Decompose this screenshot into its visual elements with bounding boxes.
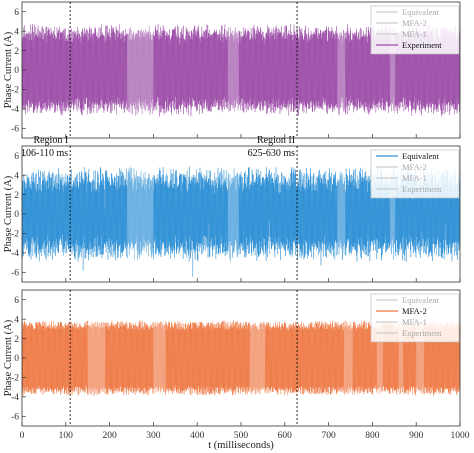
y-tick-label: -4 <box>11 249 19 259</box>
legend-entry: Experiment <box>402 184 442 194</box>
beat-band-4 <box>389 154 396 274</box>
beat-band-1 <box>87 298 106 418</box>
y-tick-label: -6 <box>11 412 19 422</box>
x-tick-label: 600 <box>278 431 293 441</box>
x-axis-label: t (milliseconds) <box>208 440 274 451</box>
y-tick-label: -6 <box>11 124 19 134</box>
waveform-equivalent <box>21 166 461 278</box>
x-tick-label: 700 <box>321 431 336 441</box>
y-tick-label: 2 <box>14 47 19 57</box>
legend-entry: MFA-2 <box>402 18 427 28</box>
y-tick-label: 0 <box>14 210 19 220</box>
region-range-2: 625-630 ms <box>248 148 296 159</box>
y-tick-label: -4 <box>11 105 19 115</box>
beat-band-6 <box>398 298 404 418</box>
legend-box <box>370 149 460 199</box>
beat-band-1 <box>127 10 154 130</box>
beat-band-1 <box>127 154 154 274</box>
beat-band-3 <box>337 154 346 274</box>
y-tick-label: 2 <box>14 191 19 201</box>
legend-box <box>370 293 460 343</box>
beat-band-3 <box>337 10 346 130</box>
legend-entry: Equivalent <box>402 151 439 161</box>
y-tick-label: 4 <box>14 27 19 37</box>
y-tick-label: -2 <box>11 374 19 384</box>
x-tick-label: 1000 <box>451 431 470 441</box>
y-tick-label: 4 <box>14 315 19 325</box>
x-tick-label: 200 <box>102 431 117 441</box>
legend-entry: Equivalent <box>402 295 439 305</box>
x-tick-label: 800 <box>365 431 380 441</box>
beat-band-7 <box>416 298 425 418</box>
y-tick-label: -6 <box>11 268 19 278</box>
legend-box <box>370 5 460 55</box>
panel-3-ylabel: Phase Current (A) <box>3 319 14 396</box>
beat-band-3 <box>249 298 266 418</box>
legend-entry: Experiment <box>402 328 442 338</box>
beat-band-4 <box>389 10 396 130</box>
beat-band-2 <box>227 10 239 130</box>
x-tick-label: 0 <box>20 431 25 441</box>
legend-entry: MFA-1 <box>402 173 427 183</box>
x-tick-label: 300 <box>146 431 161 441</box>
y-tick-label: 6 <box>14 152 19 162</box>
region-title-1: Region I <box>33 135 68 146</box>
legend-entry: MFA-1 <box>402 29 427 39</box>
x-tick-label: 900 <box>409 431 424 441</box>
y-tick-label: -2 <box>11 230 19 240</box>
legend-entry: MFA-1 <box>402 317 427 327</box>
y-tick-label: 0 <box>14 66 19 76</box>
beat-band-2 <box>153 298 166 418</box>
y-tick-label: 4 <box>14 171 19 181</box>
beat-band-5 <box>376 298 383 418</box>
x-tick-label: 400 <box>190 431 205 441</box>
x-tick-label: 100 <box>59 431 74 441</box>
y-tick-label: -2 <box>11 86 19 96</box>
waveform-experiment <box>21 23 461 117</box>
waveform-mfa-2 <box>21 320 461 396</box>
region-range-1: 106-110 ms <box>21 148 68 159</box>
beat-band-4 <box>343 298 353 418</box>
region-title-2: Region II <box>257 135 295 146</box>
legend-entry: Experiment <box>402 40 442 50</box>
legend-entry: MFA-2 <box>402 306 427 316</box>
y-tick-label: 6 <box>14 296 19 306</box>
legend-entry: Equivalent <box>402 7 439 17</box>
y-tick-label: -4 <box>11 393 19 403</box>
beat-band-2 <box>227 154 239 274</box>
y-tick-label: 0 <box>14 354 19 364</box>
y-tick-label: 2 <box>14 335 19 345</box>
y-tick-label: 6 <box>14 8 19 18</box>
legend-entry: MFA-2 <box>402 162 427 172</box>
panel-1-ylabel: Phase Current (A) <box>3 31 14 108</box>
x-tick-label: 500 <box>234 431 249 441</box>
panel-2-ylabel: Phase Current (A) <box>3 175 14 252</box>
